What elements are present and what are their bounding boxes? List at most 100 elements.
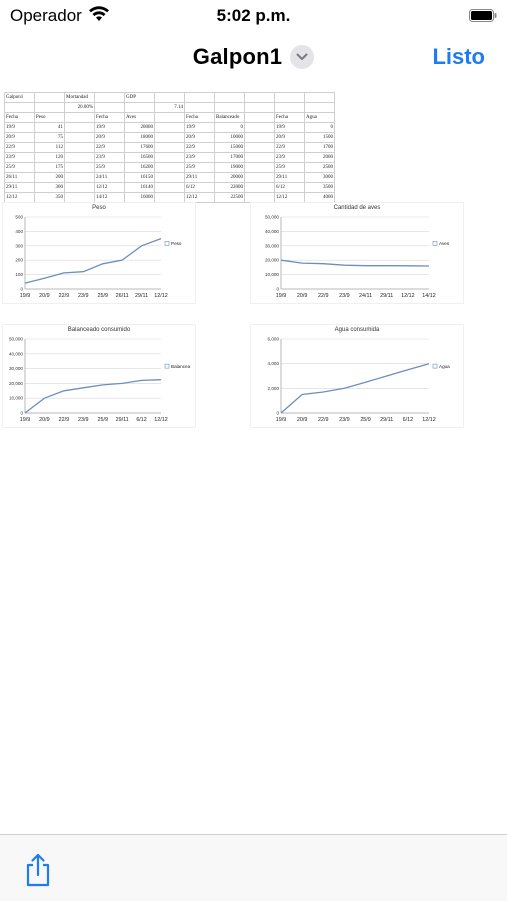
y-tick-label: 0 <box>276 287 279 292</box>
table-cell <box>244 132 275 143</box>
title-menu[interactable]: Galpon1 <box>193 44 315 70</box>
series-line <box>24 379 162 414</box>
chart-title: Peso <box>92 205 106 211</box>
table-cell: 22/9 <box>4 142 35 153</box>
table-cell: 1500 <box>304 132 335 143</box>
table-cell: Fecha <box>94 112 125 123</box>
table-cell: 16200 <box>124 162 155 173</box>
x-tick-label: 24/11 <box>359 293 372 299</box>
table-cell: 0 <box>214 122 245 133</box>
x-tick-label: 23/9 <box>339 293 350 299</box>
table-cell <box>244 102 275 113</box>
table-cell: 20000 <box>214 172 245 183</box>
table-cell <box>154 162 185 173</box>
table-cell: 19/9 <box>184 122 215 133</box>
table-cell: 23/9 <box>274 152 305 163</box>
x-tick-label: 20/9 <box>297 293 308 299</box>
table-cell: Aves <box>124 112 155 123</box>
x-tick-label: 22/9 <box>318 417 329 423</box>
table-cell <box>124 102 155 113</box>
y-tick-label: 4,000 <box>268 361 280 366</box>
y-tick-label: 20,000 <box>9 381 23 386</box>
chart-agua-consumida: Agua consumida 0 2,000 4,000 6,000 19/9 20/9 2… <box>250 324 464 428</box>
table-cell: 26/11 <box>4 172 35 183</box>
table-cell <box>244 142 275 153</box>
table-cell: 10000 <box>214 132 245 143</box>
chart-peso: Peso 0 100 200 300 400 500 19/9 20/9 22/9 23/9 25/… <box>2 202 196 304</box>
x-tick-label: 22/9 <box>59 293 70 299</box>
table-cell: 300 <box>34 182 65 193</box>
x-tick-label: 29/11 <box>380 293 393 299</box>
table-cell: 22/9 <box>184 142 215 153</box>
table-cell: 3000 <box>304 172 335 183</box>
done-button[interactable]: Listo <box>432 44 485 69</box>
y-tick-label: 200 <box>15 258 23 263</box>
chevron-down-icon[interactable] <box>290 45 315 69</box>
table-cell: 22500 <box>214 192 245 203</box>
y-tick-label: 30,000 <box>9 366 23 371</box>
wifi-icon <box>88 6 110 27</box>
chart-balanceado-consumido: Balanceado consumido 0 10,000 20,000 30,000… <box>2 324 196 428</box>
table-cell <box>244 152 275 163</box>
table-cell <box>34 92 65 103</box>
table-cell: Peso <box>34 112 65 123</box>
table-cell: 20/9 <box>94 132 125 143</box>
table-cell: 0 <box>304 122 335 133</box>
table-cell: 6/12 <box>274 182 305 193</box>
table-cell: 23/9 <box>94 152 125 163</box>
y-tick-label: 0 <box>276 411 279 416</box>
document-preview[interactable]: Galpon1 Mortandad GDP 20.00% 7.14 Fecha Peso Fe… <box>0 86 507 834</box>
series-line <box>24 237 162 284</box>
chart-cantidad-de-aves: Cantidad de aves 0 10,000 20,000 30,000 40,0… <box>250 202 464 304</box>
table-cell <box>64 192 95 203</box>
x-tick-label: 25/9 <box>360 417 371 423</box>
table-cell: 29/11 <box>184 172 215 183</box>
x-tick-label: 29/11 <box>135 293 148 299</box>
table-row: Fecha Peso Fecha Aves Fecha Balanceado Fecha Ag… <box>4 112 335 123</box>
table-cell <box>154 122 185 133</box>
table-cell <box>244 172 275 183</box>
table-cell: 25/9 <box>94 162 125 173</box>
table-cell <box>244 182 275 193</box>
table-cell: 350 <box>34 192 65 203</box>
table-cell <box>154 112 185 123</box>
table-cell <box>64 132 95 143</box>
table-cell: 16500 <box>124 152 155 163</box>
x-tick-label: 20/9 <box>297 417 308 423</box>
x-tick-label: 26/11 <box>116 293 129 299</box>
table-cell <box>304 102 335 113</box>
table-cell <box>34 102 65 113</box>
battery-icon <box>469 9 497 27</box>
table-cell: 75 <box>34 132 65 143</box>
series-line <box>280 363 430 414</box>
table-cell: 29/11 <box>274 172 305 183</box>
chart-title: Cantidad de aves <box>333 205 381 211</box>
table-cell <box>94 92 125 103</box>
spreadsheet-table: Galpon1 Mortandad GDP 20.00% 7.14 Fecha Peso Fe… <box>4 92 335 203</box>
table-cell <box>64 162 95 173</box>
legend-swatch <box>432 241 438 246</box>
y-tick-label: 0 <box>20 287 23 292</box>
table-cell <box>244 192 275 203</box>
y-tick-label: 100 <box>15 272 23 277</box>
y-tick-label: 50,000 <box>265 215 279 220</box>
table-cell: Balanceado <box>214 112 245 123</box>
x-tick-label: 22/9 <box>59 417 70 423</box>
table-cell <box>154 142 185 153</box>
series-line <box>280 259 430 267</box>
share-icon[interactable] <box>24 853 52 892</box>
table-cell: 20/9 <box>184 132 215 143</box>
y-tick-label: 0 <box>20 411 23 416</box>
y-tick-label: 10,000 <box>9 396 23 401</box>
x-tick-label: 12/12 <box>401 293 415 299</box>
table-row: 23/9 120 23/9 16500 23/9 17000 23/9 2000 <box>4 152 335 163</box>
y-tick-label: 30,000 <box>265 243 279 248</box>
table-cell <box>154 92 185 103</box>
navigation-bar: Galpon1 Listo <box>0 32 507 86</box>
x-tick-label: 19/9 <box>20 417 31 423</box>
table-cell: 12/12 <box>4 192 35 203</box>
table-cell: 17000 <box>214 152 245 163</box>
table-cell <box>154 182 185 193</box>
y-tick-label: 300 <box>15 243 23 248</box>
table-cell: 4000 <box>304 192 335 203</box>
